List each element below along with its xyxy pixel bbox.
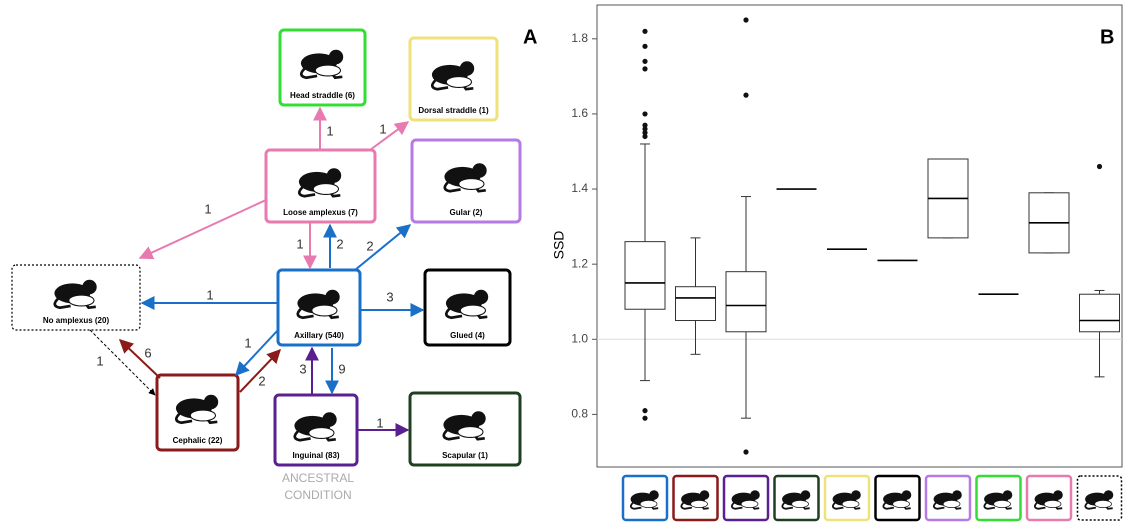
- node-label: No amplexus (20): [43, 316, 110, 325]
- y-tick-label: 1.6: [571, 106, 588, 120]
- outlier: [743, 449, 748, 454]
- y-tick-label: 1.2: [571, 256, 588, 270]
- edge-label: 1: [204, 201, 211, 216]
- edge-label: 1: [96, 353, 103, 368]
- edge-label: 9: [338, 361, 345, 376]
- box: [676, 287, 716, 321]
- edge-label: 1: [244, 335, 251, 350]
- edge-label: 3: [299, 361, 306, 376]
- edge-label: 1: [326, 123, 333, 138]
- box: [625, 242, 665, 310]
- node-label: Scapular (1): [442, 451, 488, 460]
- edge-label: 2: [258, 373, 265, 388]
- y-tick-label: 1.8: [571, 31, 588, 45]
- node-label: Glued (4): [450, 331, 485, 340]
- node-label: Loose amplexus (7): [283, 208, 358, 217]
- edge-label: 1: [379, 121, 386, 136]
- outlier: [642, 111, 647, 116]
- figure: A ANCESTRAL CONDITION B SSD Head straddl…: [0, 0, 1133, 527]
- outlier: [642, 416, 647, 421]
- panel-label: A: [523, 26, 537, 48]
- outlier: [642, 59, 647, 64]
- box: [726, 272, 766, 332]
- node-label: Axillary (540): [294, 331, 344, 340]
- node-label: Gular (2): [450, 208, 483, 217]
- y-tick-label: 1.0: [571, 331, 588, 345]
- box: [1080, 294, 1120, 332]
- edge-label: 1: [206, 287, 213, 302]
- y-tick-label: 1.4: [571, 181, 588, 195]
- outlier: [642, 29, 647, 34]
- edge-label: 3: [386, 289, 393, 304]
- node-label: Head straddle (6): [290, 91, 355, 100]
- y-axis-label: SSD: [551, 231, 567, 260]
- edge-label: 2: [336, 236, 343, 251]
- edge-label: 2: [366, 238, 373, 253]
- panel-label: B: [1100, 26, 1114, 48]
- outlier: [642, 44, 647, 49]
- node-label: Dorsal straddle (1): [418, 106, 489, 115]
- outlier: [1097, 164, 1102, 169]
- edge-label: 1: [376, 415, 383, 430]
- outlier: [642, 408, 647, 413]
- outlier: [642, 66, 647, 71]
- annotation: CONDITION: [284, 488, 351, 502]
- outlier: [743, 17, 748, 22]
- arrow: [140, 200, 266, 258]
- annotation: ANCESTRAL: [282, 471, 354, 485]
- arrow: [355, 225, 410, 270]
- edge-label: 6: [144, 345, 151, 360]
- edge-label: 1: [296, 236, 303, 251]
- arrow: [370, 122, 408, 150]
- arrow: [120, 340, 160, 378]
- y-tick-label: 0.8: [571, 407, 588, 421]
- outlier: [743, 93, 748, 98]
- outlier: [642, 123, 647, 128]
- node-label: Cephalic (22): [173, 436, 223, 445]
- arrow: [236, 330, 278, 375]
- node-label: Inguinal (83): [292, 451, 339, 460]
